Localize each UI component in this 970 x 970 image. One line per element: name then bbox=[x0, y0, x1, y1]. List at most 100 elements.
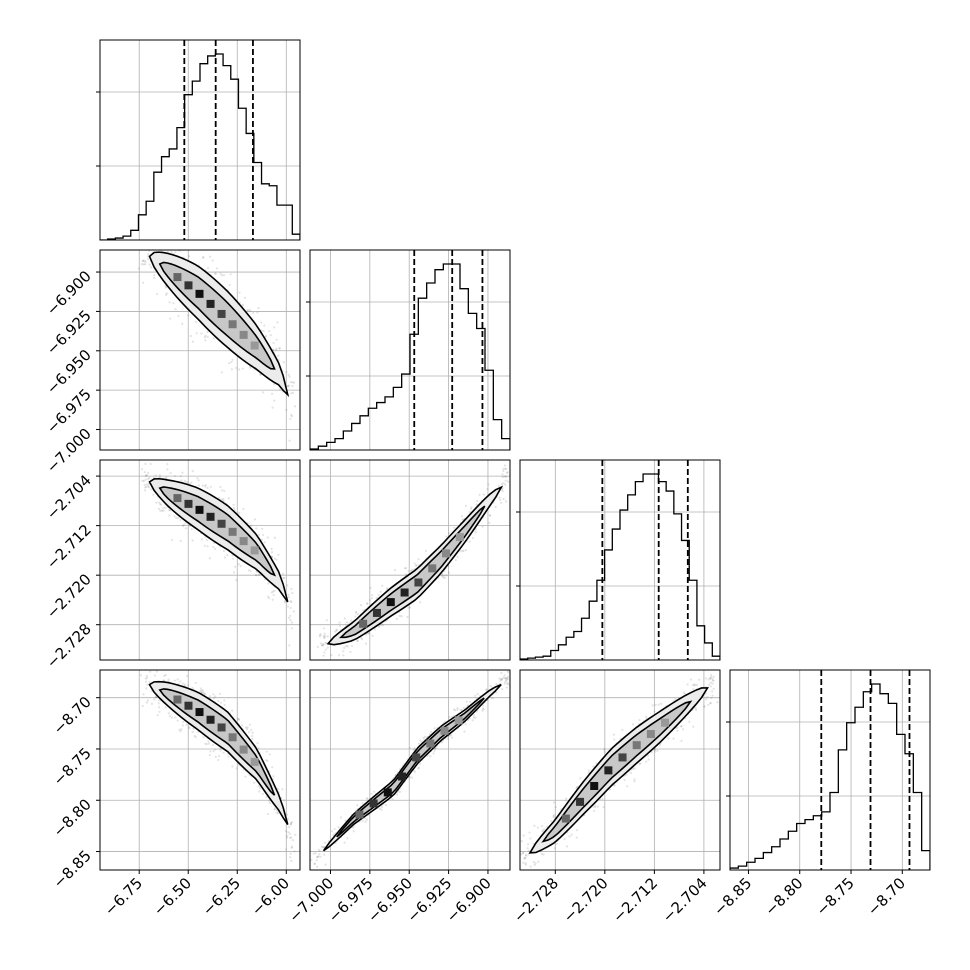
scatter-point-3-0 bbox=[186, 674, 189, 678]
scatter-point-3-0 bbox=[181, 682, 184, 685]
scatter-point-3-0 bbox=[180, 657, 182, 659]
scatter-point-2-1 bbox=[350, 644, 354, 648]
scatter-point-2-0 bbox=[258, 573, 261, 576]
scatter-point-2-1 bbox=[354, 610, 358, 613]
scatter-point-2-0 bbox=[208, 557, 211, 560]
scatter-point-1-0 bbox=[148, 263, 151, 266]
scatter-point-3-1 bbox=[448, 716, 451, 719]
scatter-point-3-1 bbox=[337, 826, 340, 829]
scatter-point-2-0 bbox=[212, 545, 215, 549]
scatter-point-3-2 bbox=[672, 737, 675, 740]
scatter-point-2-0 bbox=[160, 503, 163, 506]
scatter-point-1-0 bbox=[164, 293, 168, 296]
scatter-point-2-0 bbox=[209, 485, 212, 488]
scatter-point-1-0 bbox=[230, 361, 233, 364]
scatter-point-3-0 bbox=[289, 823, 292, 826]
scatter-point-2-0 bbox=[141, 479, 144, 482]
scatter-point-2-1 bbox=[464, 548, 468, 552]
scatter-point-3-0 bbox=[149, 670, 152, 673]
scatter-point-1-0 bbox=[257, 306, 260, 310]
scatter-point-3-0 bbox=[188, 727, 191, 730]
scatter-point-3-0 bbox=[236, 717, 239, 720]
frame-1-1 bbox=[309, 249, 511, 451]
scatter-point-3-0 bbox=[194, 681, 197, 685]
scatter-point-3-1 bbox=[505, 679, 508, 682]
scatter-point-3-1 bbox=[433, 749, 436, 752]
scatter-point-1-0 bbox=[241, 303, 245, 306]
scatter-point-3-0 bbox=[217, 754, 221, 758]
scatter-point-2-1 bbox=[461, 549, 464, 553]
ytick-label-2-0: −2.728 bbox=[43, 620, 95, 672]
scatter-point-1-0 bbox=[156, 293, 159, 296]
scatter-point-1-0 bbox=[156, 229, 158, 231]
scatter-point-2-0 bbox=[247, 569, 251, 572]
density-cell-2-1-2 bbox=[386, 598, 395, 607]
panel-3-2: −2.728−2.720−2.712−2.704 bbox=[510, 669, 721, 926]
scatter-point-3-1 bbox=[365, 797, 369, 800]
scatter-point-2-0 bbox=[292, 610, 296, 613]
scatter-point-2-0 bbox=[290, 600, 293, 604]
scatter-point-2-0 bbox=[270, 591, 273, 594]
scatter-point-3-0 bbox=[261, 792, 264, 796]
scatter-point-3-0 bbox=[273, 807, 276, 810]
scatter-point-2-1 bbox=[322, 643, 325, 647]
scatter-point-3-1 bbox=[417, 742, 421, 745]
scatter-point-1-0 bbox=[160, 232, 162, 234]
scatter-point-3-0 bbox=[290, 859, 293, 862]
scatter-point-3-0 bbox=[167, 712, 171, 715]
scatter-point-1-0 bbox=[289, 417, 292, 420]
density-cell-3-0-3 bbox=[206, 715, 215, 724]
scatter-point-3-1 bbox=[503, 677, 507, 680]
xtick-label-0-1: −6.50 bbox=[150, 874, 195, 919]
scatter-point-2-1 bbox=[487, 483, 490, 486]
scatter-point-2-1 bbox=[500, 488, 504, 491]
scatter-point-3-0 bbox=[227, 755, 230, 758]
scatter-point-2-1 bbox=[424, 549, 427, 552]
scatter-point-1-0 bbox=[204, 334, 207, 337]
scatter-point-2-0 bbox=[200, 538, 204, 541]
scatter-point-2-1 bbox=[503, 475, 506, 478]
scatter-point-2-1 bbox=[504, 500, 508, 503]
scatter-point-2-1 bbox=[368, 599, 371, 602]
scatter-point-3-1 bbox=[316, 855, 319, 858]
scatter-point-2-1 bbox=[356, 613, 359, 616]
scatter-point-3-0 bbox=[286, 817, 289, 821]
scatter-point-2-1 bbox=[505, 471, 508, 474]
scatter-point-3-0 bbox=[176, 678, 179, 681]
scatter-point-3-2 bbox=[527, 843, 530, 846]
scatter-point-2-1 bbox=[398, 614, 401, 618]
panel-content-3-2 bbox=[520, 670, 720, 870]
density-cell-3-1-2 bbox=[383, 788, 392, 797]
scatter-point-3-1 bbox=[505, 686, 508, 689]
scatter-point-1-0 bbox=[161, 229, 163, 231]
scatter-point-3-2 bbox=[694, 707, 697, 710]
scatter-point-3-1 bbox=[464, 723, 467, 726]
scatter-point-2-1 bbox=[338, 621, 341, 624]
contour-outer-2-1 bbox=[326, 485, 504, 646]
scatter-point-2-1 bbox=[343, 646, 346, 650]
scatter-point-2-0 bbox=[150, 488, 153, 491]
scatter-point-3-1 bbox=[490, 696, 493, 699]
scatter-point-2-1 bbox=[381, 624, 385, 627]
scatter-point-2-1 bbox=[441, 574, 444, 577]
scatter-point-3-0 bbox=[212, 750, 215, 753]
scatter-point-1-0 bbox=[168, 243, 170, 245]
scatter-point-3-0 bbox=[179, 680, 182, 683]
scatter-point-1-0 bbox=[145, 237, 147, 239]
scatter-point-3-1 bbox=[324, 841, 327, 844]
density-cell-3-0-7 bbox=[250, 757, 259, 766]
scatter-point-2-0 bbox=[140, 456, 142, 458]
scatter-point-3-0 bbox=[223, 703, 226, 707]
scatter-point-1-0 bbox=[142, 263, 145, 266]
scatter-point-2-0 bbox=[290, 587, 293, 590]
scatter-point-2-1 bbox=[330, 654, 333, 657]
scatter-point-1-0 bbox=[146, 245, 148, 247]
scatter-point-2-0 bbox=[220, 498, 223, 501]
scatter-point-3-2 bbox=[552, 814, 556, 817]
scatter-point-3-1 bbox=[463, 730, 466, 733]
scatter-point-2-1 bbox=[453, 526, 456, 529]
scatter-point-3-0 bbox=[272, 775, 275, 778]
scatter-point-3-0 bbox=[163, 674, 166, 678]
scatter-point-2-1 bbox=[345, 621, 349, 624]
scatter-point-3-1 bbox=[344, 819, 347, 822]
